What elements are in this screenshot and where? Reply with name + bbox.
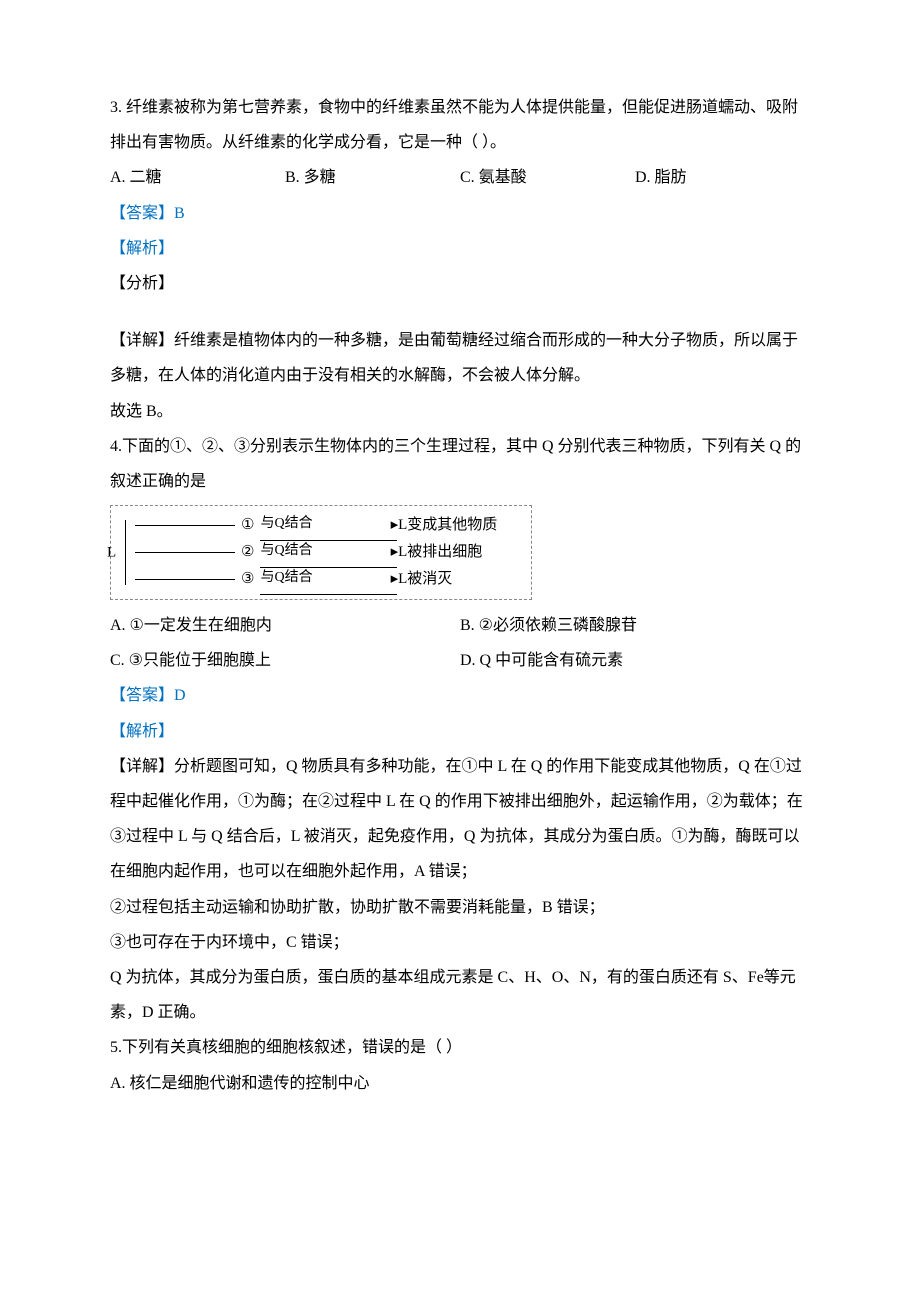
q3-option-c: C. 氨基酸 — [460, 160, 635, 195]
q4-stem: 4.下面的①、②、③分别表示生物体内的三个生理过程，其中 Q 分别代表三种物质，… — [110, 429, 810, 499]
q4-option-d: D. Q 中可能含有硫元素 — [460, 643, 810, 678]
diagram-result-3: L被消灭 — [398, 566, 452, 593]
q4-explain-label: 【解析】 — [110, 714, 810, 749]
diagram-L-label: L — [107, 539, 116, 566]
q4-line2: ②过程包括主动运输和协助扩散，协助扩散不需要消耗能量，B 错误； — [110, 890, 810, 925]
q4-diagram: L ① 与Q结合 ▸ L变成其他物质 ② 与Q结合 ▸ L被排出细胞 — [110, 505, 532, 600]
diagram-line — [135, 579, 235, 580]
page-container: 3. 纤维素被称为第七营养素，食物中的纤维素虽然不能为人体提供能量，但能促进肠道… — [0, 0, 920, 1302]
q5-option-a: A. 核仁是细胞代谢和遗传的控制中心 — [110, 1066, 810, 1101]
diagram-vertical-line — [125, 520, 126, 585]
q4-line4: Q 为抗体，其成分为蛋白质，蛋白质的基本组成元素是 C、H、O、N，有的蛋白质还… — [110, 960, 810, 1030]
q3-option-a: A. 二糖 — [110, 160, 285, 195]
diagram-line — [135, 552, 235, 553]
arrow-icon: ▸ — [391, 566, 399, 593]
q3-detail: 【详解】纤维素是植物体内的一种多糖，是由葡萄糖经过缩合而形成的一种大分子物质，所… — [110, 323, 810, 393]
q4-option-a: A. ①一定发生在细胞内 — [110, 608, 460, 643]
diagram-mid-1: 与Q结合 — [260, 516, 312, 531]
arrow-icon: ▸ — [391, 512, 399, 539]
q4-option-b: B. ②必须依赖三磷酸腺苷 — [460, 608, 810, 643]
q5-stem: 5.下列有关真核细胞的细胞核叙述，错误的是（ ） — [110, 1030, 810, 1065]
spacer — [110, 301, 810, 323]
diagram-result-1: L变成其他物质 — [398, 512, 497, 539]
diagram-mid-3: 与Q结合 — [260, 570, 312, 585]
diagram-row-1: ① 与Q结合 ▸ L变成其他物质 — [121, 512, 521, 539]
diagram-line — [135, 525, 235, 526]
diagram-row-2: ② 与Q结合 ▸ L被排出细胞 — [121, 539, 521, 566]
q3-option-d: D. 脂肪 — [635, 160, 810, 195]
q3-answer: 【答案】B — [110, 196, 810, 231]
q3-option-b: B. 多糖 — [285, 160, 460, 195]
q4-options: A. ①一定发生在细胞内 B. ②必须依赖三磷酸腺苷 C. ③只能位于细胞膜上 … — [110, 608, 810, 678]
q3-stem: 3. 纤维素被称为第七营养素，食物中的纤维素虽然不能为人体提供能量，但能促进肠道… — [110, 90, 810, 160]
q3-options: A. 二糖 B. 多糖 C. 氨基酸 D. 脂肪 — [110, 160, 810, 195]
diagram-num-3: ③ — [241, 566, 254, 593]
diagram-mid-2: 与Q结合 — [260, 543, 312, 558]
q3-therefore: 故选 B。 — [110, 394, 810, 429]
q4-line3: ③也可存在于内环境中，C 错误； — [110, 925, 810, 960]
diagram-num-1: ① — [241, 512, 254, 539]
diagram-result-2: L被排出细胞 — [398, 539, 482, 566]
q4-answer: 【答案】D — [110, 678, 810, 713]
diagram-num-2: ② — [241, 539, 254, 566]
q4-option-c: C. ③只能位于细胞膜上 — [110, 643, 460, 678]
q3-analysis-label: 【分析】 — [110, 266, 810, 301]
diagram-row-3: ③ 与Q结合 ▸ L被消灭 — [121, 566, 521, 593]
arrow-icon: ▸ — [391, 539, 399, 566]
q4-detail: 【详解】分析题图可知，Q 物质具有多种功能，在①中 L 在 Q 的作用下能变成其… — [110, 749, 810, 890]
q3-explain-label: 【解析】 — [110, 231, 810, 266]
